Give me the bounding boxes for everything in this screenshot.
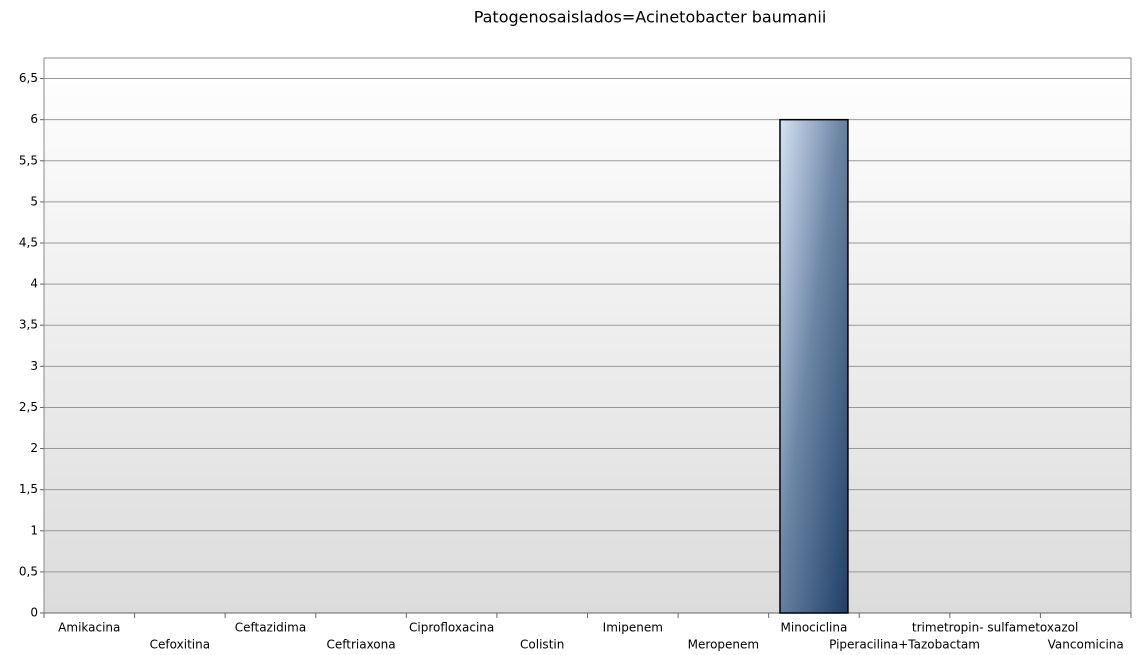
y-tick-label: 4 xyxy=(30,277,38,291)
x-tick-label: Ciprofloxacina xyxy=(409,621,494,635)
x-tick-label: Colistin xyxy=(520,638,564,652)
y-tick-label: 1 xyxy=(30,523,38,537)
x-tick-label: trimetropin- sulfametoxazol xyxy=(912,621,1078,635)
x-tick-label: Imipenem xyxy=(603,621,663,635)
x-tick-label: Meropenem xyxy=(688,638,759,652)
y-tick-label: 0,5 xyxy=(19,564,38,578)
y-tick-label: 2,5 xyxy=(19,400,38,414)
x-tick-label: Minociclina xyxy=(781,621,848,635)
x-tick-label: Cefoxitina xyxy=(150,638,210,652)
x-tick-label: Amikacina xyxy=(58,621,120,635)
y-tick-label: 4,5 xyxy=(19,236,38,250)
chart-title: Patogenosaislados=Acinetobacter baumanii xyxy=(474,8,827,27)
x-tick-label: Ceftazidima xyxy=(235,621,306,635)
x-tick-label: Ceftriaxona xyxy=(326,638,395,652)
y-tick-label: 5 xyxy=(30,194,38,208)
plot-area xyxy=(43,57,1132,614)
y-tick-label: 1,5 xyxy=(19,482,38,496)
y-tick-label: 6,5 xyxy=(19,71,38,85)
y-tick-label: 3 xyxy=(30,359,38,373)
y-tick-label: 2 xyxy=(30,441,38,455)
x-tick-label: Vancomicina xyxy=(1048,638,1124,652)
bar xyxy=(779,118,849,614)
y-tick-label: 6 xyxy=(30,112,38,126)
y-tick-label: 5,5 xyxy=(19,153,38,167)
y-tick-label: 3,5 xyxy=(19,318,38,332)
y-tick-label: 0 xyxy=(30,606,38,620)
x-tick-label: Piperacilina+Tazobactam xyxy=(829,638,980,652)
